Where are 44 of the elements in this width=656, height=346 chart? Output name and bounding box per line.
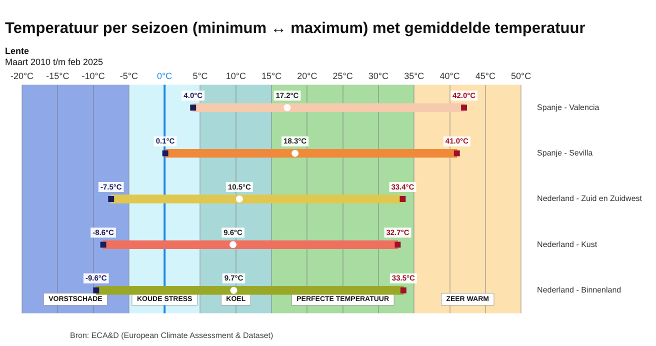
point [108,196,114,202]
point [230,241,237,248]
x-tick-label: 40°C [440,70,460,81]
y-tick-label: Spanje - Valencia [537,102,600,112]
x-tick-label: 20°C [297,70,318,81]
point [162,150,168,156]
bar [192,103,464,112]
bar [102,240,398,250]
point [292,150,299,157]
y-tick-label: Nederland - Kust [537,240,598,249]
x-tick-label: 0°C [157,70,173,81]
point [284,104,291,112]
x-tick-label: 35°C [404,70,425,81]
point [190,104,196,111]
point [100,242,106,248]
x-tick-label: -20°C [10,70,34,81]
point [230,286,238,294]
bar [164,148,458,158]
point [400,287,406,294]
x-tick-label: 30°C [368,70,390,81]
point [454,150,460,156]
x-tick-label: 5°C [192,70,208,81]
x-tick-label: -15°C [46,70,70,81]
point [93,287,100,294]
bar [96,286,404,295]
y-tick-label: Spanje - Sevilla [537,148,594,158]
x-tick-label: 25°C [332,70,354,81]
bar [110,194,404,204]
y-tick-label: Nederland - Binnenland [537,286,622,295]
text: Bron: ECA&D (European Climate Assessment & Dataset) [70,331,274,340]
point [236,196,243,202]
point [461,104,467,111]
x-tick-label: -10°C [82,70,106,81]
chart-subtitle: Lente [5,46,30,56]
text: Maart 2010 t/m feb 2025 [5,57,104,67]
x-tick-label: 15°C [261,70,282,81]
chart-title: Temperatuur per seizoen (minimum ↔ maximum) met gemiddelde temperatuur [5,20,586,38]
x-tick-label: -5°C [120,70,138,81]
x-tick-label: 50°C [511,70,532,81]
x-tick-label: 45°C [475,70,496,81]
point [394,242,401,248]
y-tick-label: Nederland - Zuid en Zuidwest [537,194,643,204]
x-tick-label: 10°C [226,70,246,81]
point [400,196,406,202]
